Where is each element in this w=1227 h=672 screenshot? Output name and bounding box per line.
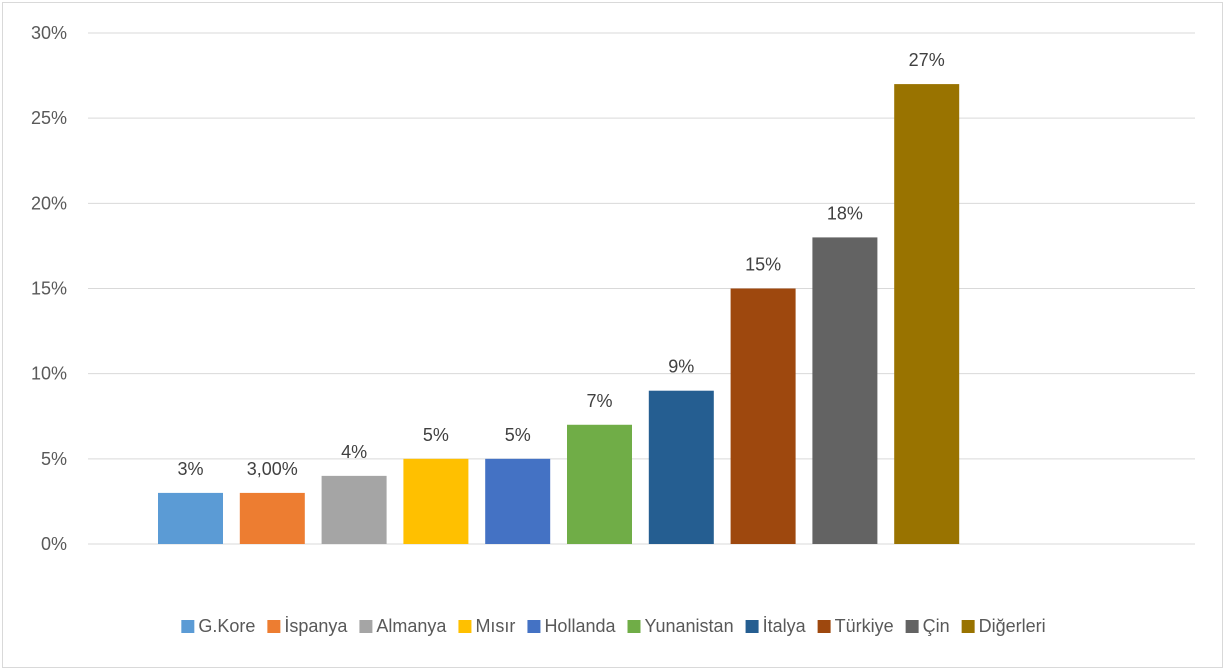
- data-label: 3%: [177, 459, 203, 479]
- legend-swatch: [961, 620, 975, 633]
- legend-item: G.Kore: [181, 616, 255, 636]
- bar: [403, 458, 469, 544]
- bars: [158, 84, 960, 544]
- bar: [158, 492, 223, 544]
- bar: [321, 475, 387, 544]
- y-tick-label: 5%: [41, 449, 67, 469]
- legend-label: Çin: [923, 616, 950, 636]
- legend-item: Almanya: [359, 616, 447, 636]
- legend-label: Yunanistan: [645, 616, 734, 636]
- legend-label: Türkiye: [835, 616, 894, 636]
- legend-swatch: [267, 620, 281, 633]
- data-labels: 3% 3,00% 4% 5% 5% 7% 9% 15% 18% 27%: [177, 50, 944, 479]
- legend-swatch: [458, 620, 472, 633]
- data-label: 15%: [745, 255, 781, 275]
- legend-swatch: [627, 620, 641, 633]
- legend-swatch: [527, 620, 541, 633]
- legend-swatch: [817, 620, 831, 633]
- data-label: 9%: [668, 357, 694, 377]
- legend-item: Türkiye: [817, 616, 894, 636]
- legend-swatch: [745, 620, 759, 633]
- data-label: 27%: [909, 50, 945, 70]
- legend-item: Diğerleri: [961, 616, 1046, 636]
- legend-item: İspanya: [267, 616, 348, 636]
- bar: [730, 288, 796, 544]
- legend: G.Kore İspanya Almanya Mısır Hollanda Yunanis…: [181, 616, 1046, 636]
- y-tick-label: 20%: [31, 193, 67, 213]
- y-tick-label: 0%: [41, 534, 67, 554]
- legend-label: İtalya: [763, 616, 807, 636]
- legend-item: Yunanistan: [627, 616, 734, 636]
- legend-item: Mısır: [458, 616, 515, 636]
- legend-label: Mısır: [475, 616, 515, 636]
- gridlines: [88, 32, 1195, 545]
- y-tick-label: 10%: [31, 364, 67, 384]
- legend-swatch: [905, 620, 919, 633]
- legend-label: Almanya: [376, 616, 447, 636]
- y-tick-label: 25%: [31, 108, 67, 128]
- legend-swatch: [359, 620, 373, 633]
- legend-label: G.Kore: [198, 616, 255, 636]
- data-label: 3,00%: [247, 459, 298, 479]
- data-label: 4%: [341, 442, 367, 462]
- y-tick-label: 30%: [31, 23, 67, 43]
- legend-label: Diğerleri: [979, 616, 1046, 636]
- bar: [567, 424, 632, 544]
- y-axis-ticks: 0% 5% 10% 15% 20% 25% 30%: [31, 23, 67, 554]
- legend-item: Çin: [905, 616, 950, 636]
- data-label: 7%: [586, 391, 612, 411]
- bar: [239, 492, 305, 544]
- bar: [648, 390, 714, 544]
- legend-label: Hollanda: [544, 616, 616, 636]
- bar: [485, 458, 551, 544]
- legend-label: İspanya: [284, 616, 348, 636]
- bar: [812, 237, 878, 544]
- data-label: 5%: [423, 425, 449, 445]
- legend-item: Hollanda: [527, 616, 616, 636]
- y-tick-label: 15%: [31, 279, 67, 299]
- legend-swatch: [181, 620, 195, 633]
- data-label: 5%: [505, 425, 531, 445]
- bar: [894, 84, 960, 544]
- legend-item: İtalya: [745, 616, 807, 636]
- data-label: 18%: [827, 203, 863, 223]
- bar-chart: 0% 5% 10% 15% 20% 25% 30% 3% 3,00% 4% 5% 5% 7% 9% 15%…: [31, 23, 1195, 636]
